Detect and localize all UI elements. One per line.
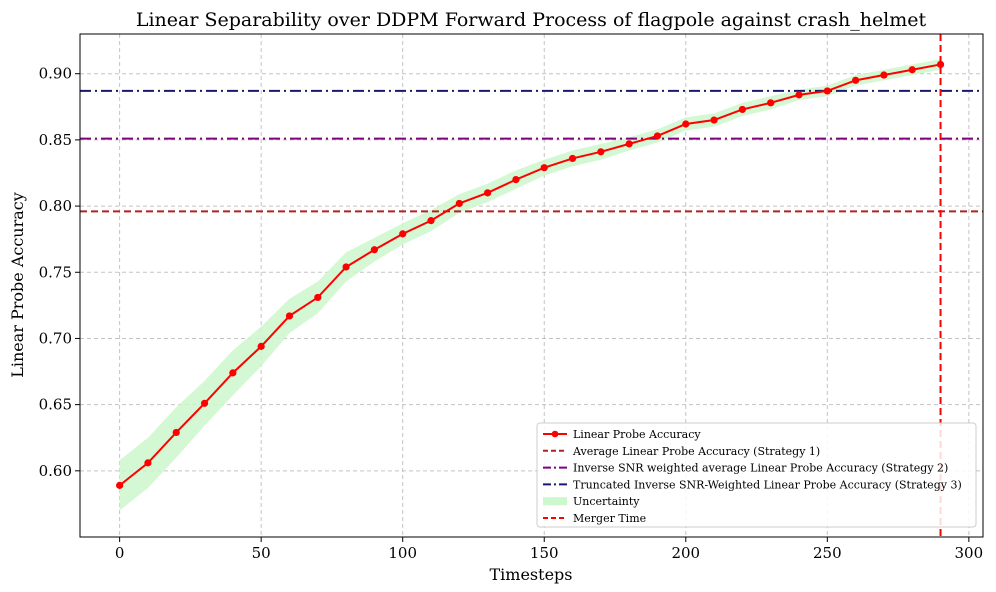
- legend-label: Linear Probe Accuracy: [573, 428, 701, 441]
- data-point: [144, 459, 152, 467]
- data-point: [285, 312, 294, 320]
- legend-swatch-marker: [551, 430, 559, 438]
- data-point: [540, 164, 548, 172]
- data-point: [908, 66, 916, 74]
- x-tick-label: 200: [671, 544, 700, 562]
- axes-frame: [79, 33, 984, 538]
- legend-swatch-patch: [543, 497, 567, 506]
- legend-box: [536, 422, 977, 528]
- legend-label: Truncated Inverse SNR-Weighted Linear Pr…: [573, 478, 962, 491]
- data-point: [512, 176, 520, 184]
- data-point: [936, 60, 945, 69]
- data-point: [314, 293, 322, 302]
- y-tick-label: 0.60: [39, 462, 72, 480]
- data-point: [200, 399, 209, 407]
- data-point: [568, 154, 577, 163]
- x-tick-label: 300: [955, 544, 984, 562]
- data-point: [795, 91, 803, 99]
- y-tick-label: 0.85: [39, 131, 72, 149]
- y-tick-label: 0.80: [39, 197, 72, 215]
- data-point: [257, 342, 265, 350]
- legend-label: Average Linear Probe Accuracy (Strategy …: [572, 445, 820, 458]
- data-point: [484, 189, 492, 197]
- data-point: [427, 217, 435, 225]
- x-axis-label: Timesteps: [490, 565, 573, 584]
- y-tick-label: 0.65: [39, 396, 72, 414]
- y-tick-label: 0.75: [39, 263, 72, 281]
- data-point: [653, 132, 662, 140]
- x-tick-label: 100: [388, 544, 417, 562]
- data-point: [823, 87, 831, 95]
- data-point: [342, 263, 350, 271]
- legend: Linear Probe Accuracy Average Linear Prob…: [536, 422, 977, 528]
- x-tick-label: 50: [252, 544, 271, 562]
- data-point: [229, 369, 237, 377]
- legend-label: Merger Time: [573, 512, 646, 525]
- data-point: [370, 246, 378, 254]
- legend-label: Uncertainty: [573, 495, 640, 508]
- data-point: [625, 140, 633, 148]
- data-point: [767, 99, 775, 107]
- accuracy-line: [119, 63, 941, 487]
- data-point: [455, 199, 463, 208]
- x-tick-label: 0: [115, 544, 125, 562]
- data-point: [597, 148, 605, 156]
- legend-label: Inverse SNR weighted average Linear Prob…: [573, 462, 948, 475]
- data-point: [710, 116, 718, 124]
- data-point: [116, 481, 124, 489]
- y-axis-label: Linear Probe Accuracy: [8, 192, 27, 378]
- x-tick-label: 250: [813, 544, 842, 562]
- data-point: [172, 428, 180, 437]
- data-point: [852, 76, 860, 84]
- data-point: [880, 71, 888, 79]
- data-point: [738, 105, 746, 114]
- chart-title: Linear Separability over DDPM Forward Pr…: [136, 9, 927, 31]
- data-point: [682, 120, 690, 128]
- x-tick-label: 150: [530, 544, 559, 562]
- y-tick-label: 0.70: [39, 329, 72, 347]
- y-tick-label: 0.90: [39, 65, 72, 83]
- data-point: [399, 230, 407, 238]
